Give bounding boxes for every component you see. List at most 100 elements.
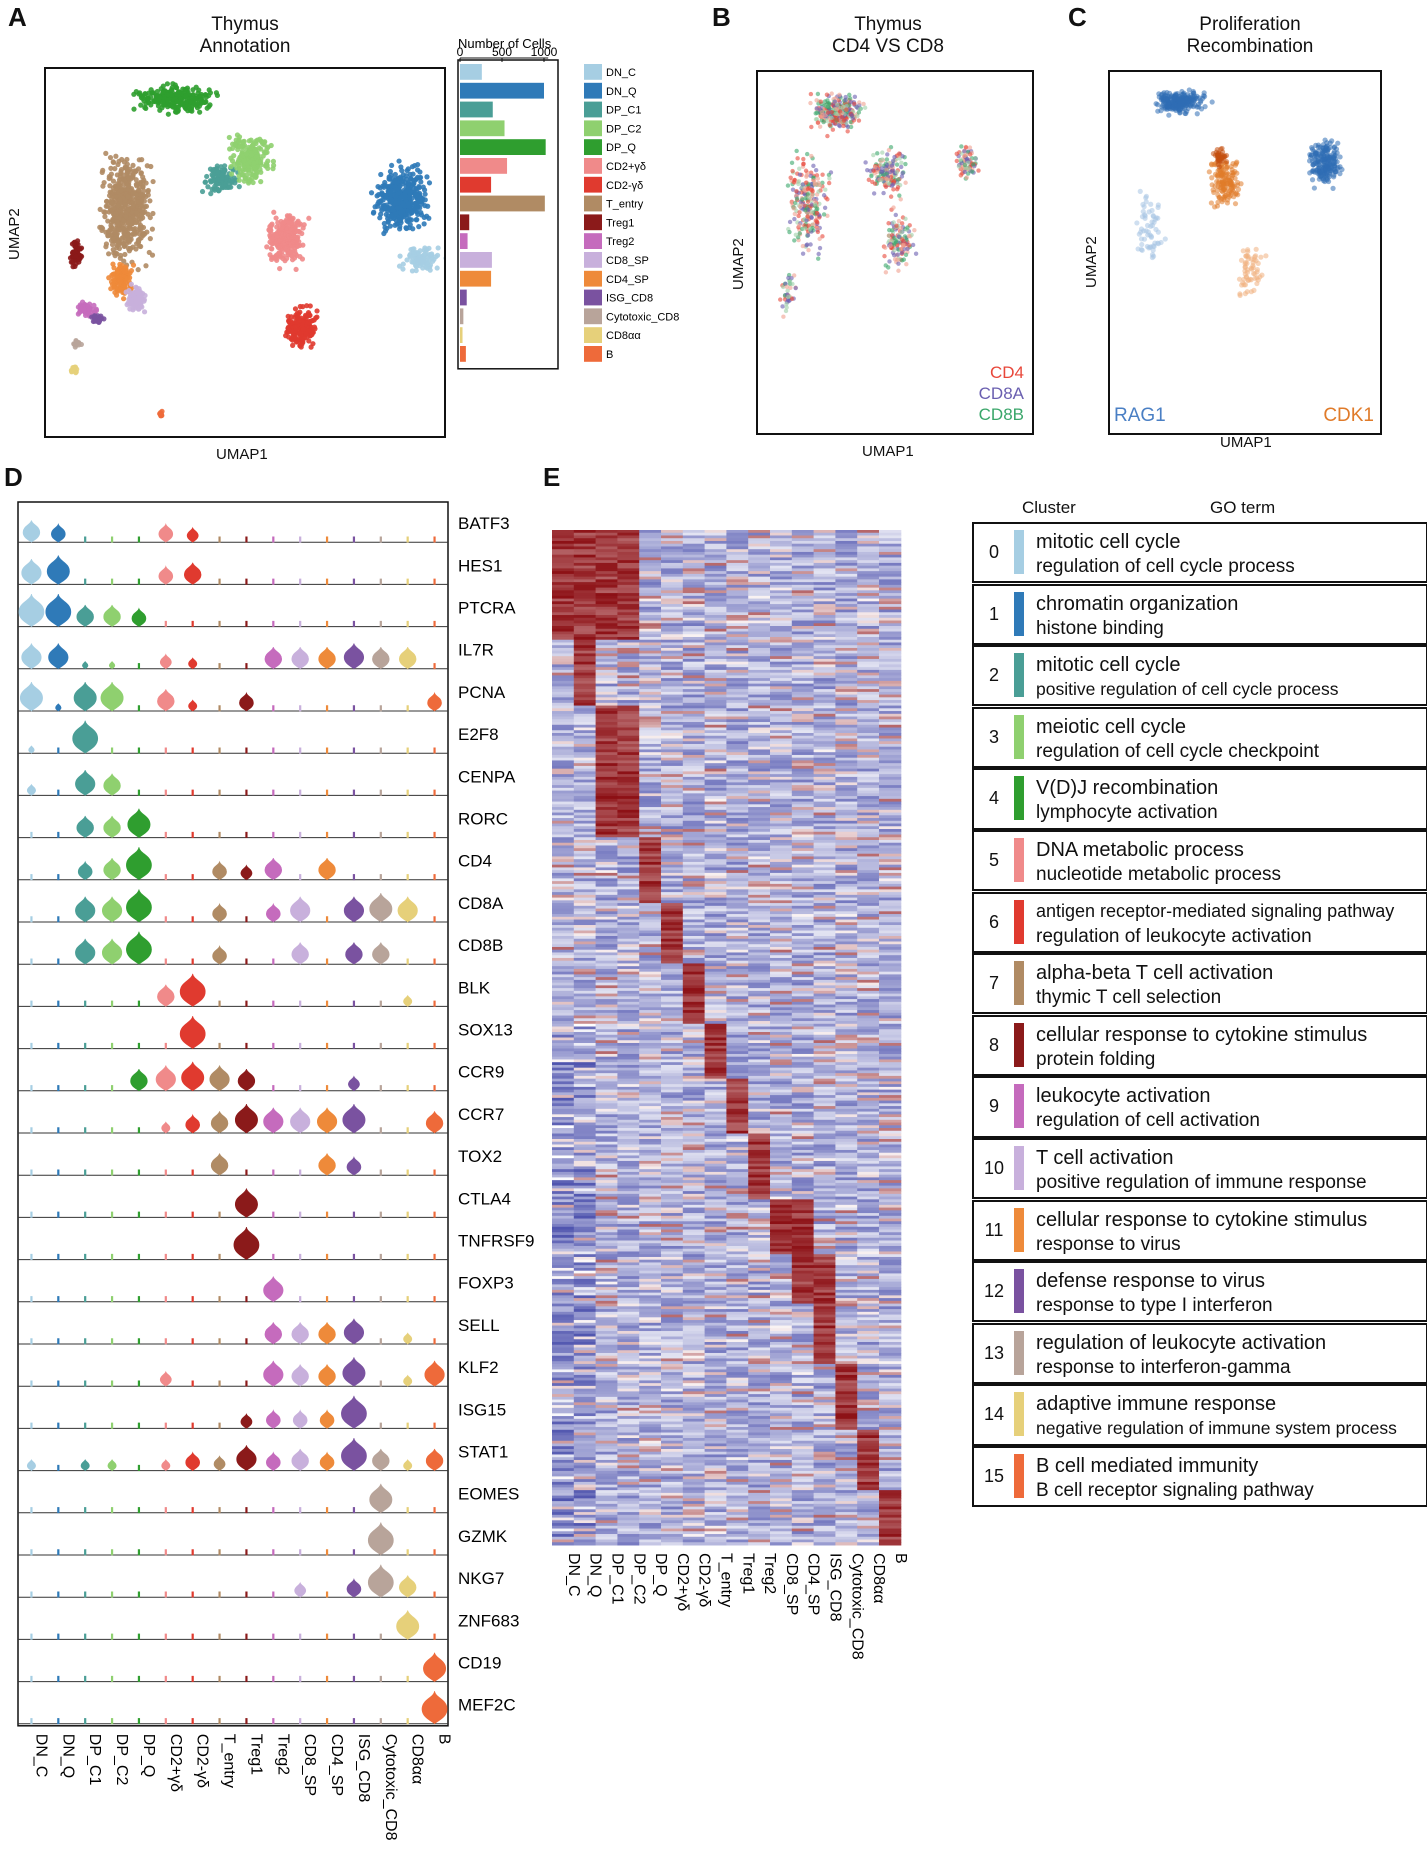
violin-16-1 [58,1212,60,1217]
violin-18-1 [58,1296,60,1301]
violin-20-6 [192,1381,194,1386]
violin-10-7 [213,946,227,964]
gene-label-batf3: BATF3 [458,514,510,533]
legend-label-0: DN_C [606,67,636,79]
violin-x-label-10: CD8_SP [301,1734,318,1796]
violin-25-6 [192,1592,194,1597]
violin-10-13 [372,942,389,964]
violin-27-6 [192,1676,194,1681]
violin-28-4 [138,1718,140,1723]
umap-a-cluster-10 [68,238,84,269]
violin-7-1 [58,832,60,837]
violin-12-12 [353,1043,355,1048]
violin-17-13 [380,1254,382,1259]
panel-letter-a: A [8,2,27,33]
violin-x-label-11: CD4_SP [328,1734,345,1796]
go-term-secondary: lymphocyte activation [1036,802,1218,824]
violin-7-4 [128,809,150,838]
violin-12-2 [84,1043,86,1048]
panel-c-title-line2: Recombination [1150,36,1350,58]
go-color-bar [1014,592,1024,636]
violin-x-label-0: DN_C [32,1734,49,1778]
violin-27-11 [326,1676,328,1681]
panel-b-title-line2: CD4 VS CD8 [788,36,988,58]
go-header-cluster: Cluster [1022,498,1076,518]
violin-7-14 [407,832,409,837]
panel-b-title: Thymus CD4 VS CD8 [788,14,988,58]
legend-swatch-12 [584,290,602,306]
violin-3-4 [138,663,140,668]
go-term-secondary: histone binding [1036,618,1164,640]
legend-swatch-3 [584,120,602,136]
go-cluster-id: 8 [974,1017,1014,1074]
violin-23-11 [326,1507,328,1512]
violin-4-2 [74,682,96,711]
violin-0-5 [159,524,173,542]
violin-5-13 [380,748,382,753]
violin-13-10 [299,1085,301,1090]
violin-27-8 [246,1676,248,1681]
panel-a-title: Thymus Annotation [145,14,345,58]
violin-12-11 [326,1043,328,1048]
umap-b-region-2 [863,145,907,201]
violin-18-9 [264,1276,284,1301]
violin-0-10 [299,537,301,542]
violin-13-0 [31,1085,33,1090]
violin-5-3 [111,748,113,753]
gene-label-stat1: STAT1 [458,1443,508,1462]
gene-label-isg15: ISG15 [458,1400,506,1419]
violin-15-12 [347,1157,361,1175]
violin-16-10 [299,1212,301,1217]
violin-16-4 [138,1212,140,1217]
violin-0-8 [246,537,248,542]
violin-15-10 [299,1170,301,1175]
umap-a-cluster-14 [69,365,80,376]
violin-19-2 [84,1339,86,1344]
umap-c-region-4 [1237,247,1269,298]
go-color-bar [1014,900,1024,944]
panel-a-title-line1: Thymus [145,14,345,36]
violin-11-12 [353,1001,355,1006]
violin-9-0 [31,917,33,922]
legend-label-15: B [606,349,613,361]
violin-27-4 [138,1676,140,1681]
bar-11 [460,271,491,287]
violin-16-2 [84,1212,86,1217]
violin-4-0 [20,682,42,711]
gene-label-ptcra: PTCRA [458,599,516,618]
heatmap-block-13 [552,1430,901,1491]
umap-a-cluster-1 [369,158,432,236]
violin-3-14 [399,647,416,669]
legend-label-4: DP_Q [606,142,636,154]
cd4-cd8-legend: CD4 CD8A CD8B [979,362,1024,425]
legend-swatch-9 [584,233,602,249]
violin-22-10 [292,1449,309,1471]
violin-28-7 [219,1718,221,1723]
violin-24-3 [111,1550,113,1555]
panel-letter-b: B [712,2,731,33]
heatmap-x-label-10: CD8_SP [783,1553,800,1615]
violin-8-5 [165,874,167,879]
violin-15-1 [58,1170,60,1175]
umap-b-region-4 [955,144,981,181]
violin-14-12 [343,1104,365,1133]
umap-a-cluster-5 [97,151,156,272]
bar-6 [460,177,491,193]
go-term-primary: B cell mediated immunity [1036,1455,1258,1478]
violin-4-1 [56,704,62,711]
violin-1-4 [138,579,140,584]
violin-13-7 [210,1065,230,1090]
go-term-secondary: regulation of cell cycle checkpoint [1036,741,1319,763]
violin-19-11 [319,1322,336,1344]
gene-label-blk: BLK [458,978,491,997]
violin-13-11 [326,1085,328,1090]
legend-swatch-1 [584,83,602,99]
violin-6-4 [138,790,140,795]
violin-28-13 [380,1718,382,1723]
violin-9-10 [290,897,310,922]
